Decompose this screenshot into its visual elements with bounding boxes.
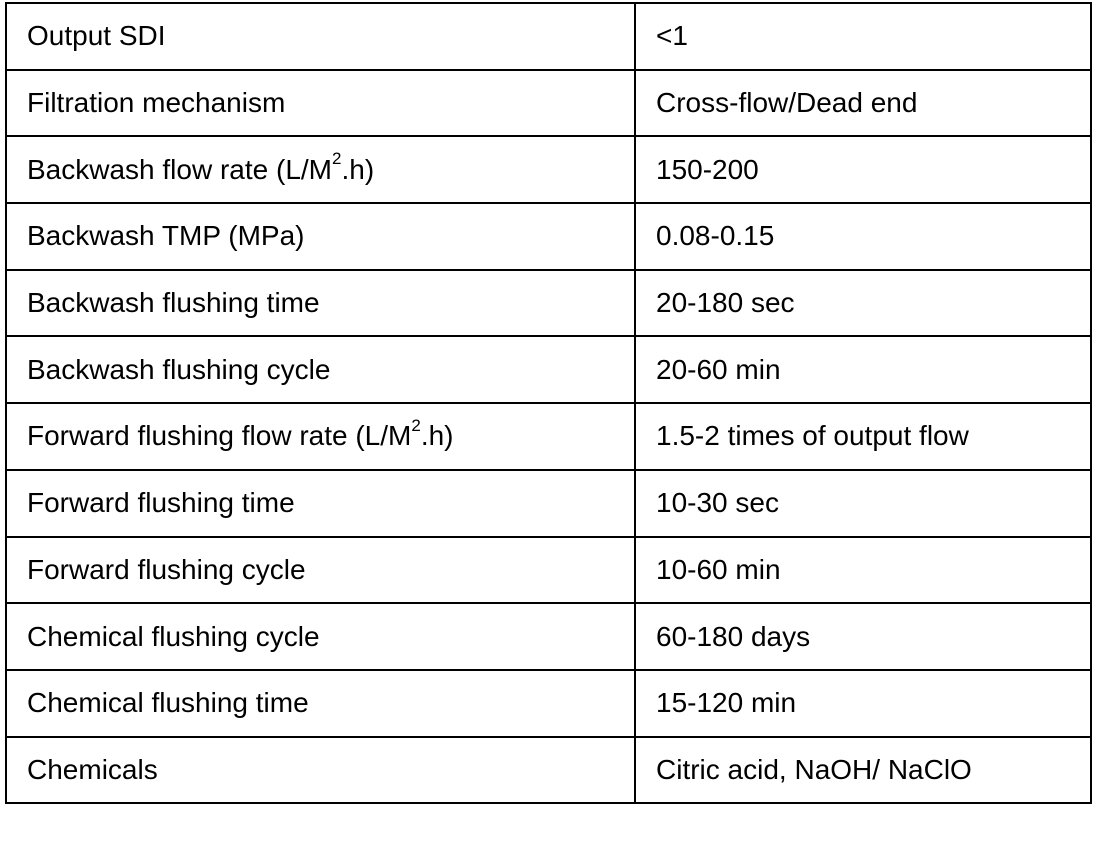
spec-table: Output SDI <1 Filtration mechanism Cross…: [5, 2, 1092, 805]
table-row: Filtration mechanism Cross-flow/Dead end: [5, 68, 1092, 138]
value-cell: 20-180 sec: [634, 268, 1092, 338]
value-cell: Citric acid, NaOH/ NaClO: [634, 735, 1092, 805]
parameter-text: Backwash flow rate (L/M: [27, 153, 332, 185]
value-cell: 15-120 min: [634, 668, 1092, 738]
table-row: Output SDI <1: [5, 2, 1092, 71]
table-row: Chemical flushing cycle 60-180 days: [5, 602, 1092, 671]
value-cell: <1: [634, 2, 1092, 71]
parameter-cell: Chemical flushing time: [5, 668, 636, 738]
parameter-cell: Forward flushing flow rate (L/M2.h): [5, 402, 636, 471]
parameter-suffix: .h): [341, 153, 375, 185]
value-cell: 150-200: [634, 135, 1092, 205]
parameter-cell: Backwash flushing cycle: [5, 335, 636, 405]
value-cell: 10-60 min: [634, 535, 1092, 605]
table-row: Backwash flushing cycle 20-60 min: [5, 335, 1092, 405]
parameter-cell: Filtration mechanism: [5, 68, 636, 138]
table-row: Forward flushing cycle 10-60 min: [5, 535, 1092, 605]
parameter-cell: Chemicals: [5, 735, 636, 805]
table-row: Backwash flow rate (L/M2.h) 150-200: [5, 135, 1092, 205]
table-row: Chemicals Citric acid, NaOH/ NaClO: [5, 735, 1092, 805]
table-row: Backwash TMP (MPa) 0.08-0.15: [5, 202, 1092, 271]
value-cell: 1.5-2 times of output flow: [634, 402, 1092, 471]
value-cell: 60-180 days: [634, 602, 1092, 671]
parameter-cell: Backwash flow rate (L/M2.h): [5, 135, 636, 205]
value-cell: Cross-flow/Dead end: [634, 68, 1092, 138]
value-cell: 20-60 min: [634, 335, 1092, 405]
parameter-text: Forward flushing flow rate (L/M: [27, 420, 412, 452]
parameter-cell: Forward flushing cycle: [5, 535, 636, 605]
table-row: Forward flushing time 10-30 sec: [5, 468, 1092, 538]
superscript: 2: [411, 416, 421, 436]
parameter-cell: Output SDI: [5, 2, 636, 71]
superscript: 2: [332, 149, 342, 169]
table-row: Forward flushing flow rate (L/M2.h) 1.5-…: [5, 402, 1092, 471]
parameter-cell: Chemical flushing cycle: [5, 602, 636, 671]
table-row: Chemical flushing time 15-120 min: [5, 668, 1092, 738]
parameter-cell: Backwash flushing time: [5, 268, 636, 338]
parameter-cell: Forward flushing time: [5, 468, 636, 538]
parameter-cell: Backwash TMP (MPa): [5, 202, 636, 271]
value-cell: 10-30 sec: [634, 468, 1092, 538]
value-cell: 0.08-0.15: [634, 202, 1092, 271]
parameter-suffix: .h): [420, 420, 454, 452]
table-row: Backwash flushing time 20-180 sec: [5, 268, 1092, 338]
